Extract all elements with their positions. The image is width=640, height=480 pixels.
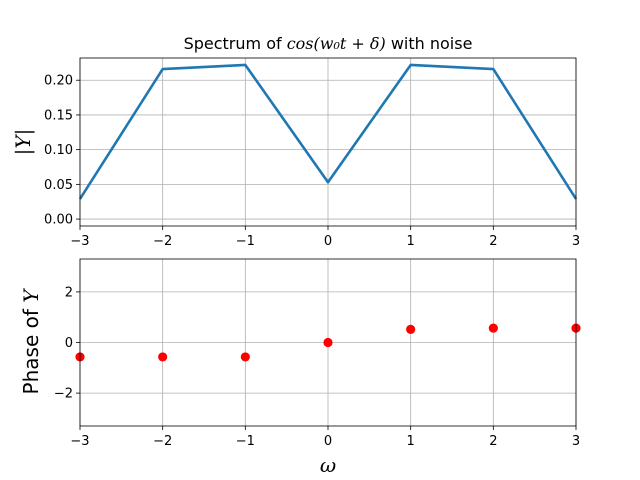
magnitude-x-tick-label: −2 — [153, 234, 172, 249]
magnitude-y-tick-label: 0.15 — [44, 108, 73, 123]
magnitude-line — [78, 63, 578, 200]
phase-x-tick-label: −1 — [236, 434, 255, 449]
magnitude-y-tick-label: 0.00 — [44, 213, 73, 228]
magnitude-x-tick-label: −3 — [70, 234, 89, 249]
phase-x-tick-label: 1 — [407, 434, 415, 449]
phase-point — [488, 323, 498, 333]
magnitude-y-tick-label: 0.10 — [44, 143, 73, 158]
phase-point — [158, 352, 168, 362]
magnitude-ticks: −3 −2 −1 0 1 2 3 0.00 0.05 0.10 0.15 0.20 — [44, 74, 580, 249]
magnitude-grid — [79, 58, 577, 226]
magnitude-plot-title: Spectrum of cos(w₀t + δ) with noise — [184, 34, 473, 53]
phase-ticks: −3 −2 −1 0 1 2 3 −2 0 2 — [54, 285, 580, 449]
phase-x-axis-label: ω — [320, 453, 336, 477]
magnitude-series — [78, 63, 578, 200]
phase-x-tick-label: 3 — [572, 434, 580, 449]
magnitude-x-tick-label: 2 — [489, 234, 497, 249]
phase-plot: −3 −2 −1 0 1 2 3 −2 0 2 Phase of Y ω — [19, 258, 581, 477]
phase-x-tick-label: −3 — [70, 434, 89, 449]
phase-x-tick-label: 0 — [324, 434, 332, 449]
magnitude-x-tick-label: 3 — [572, 234, 580, 249]
magnitude-y-tick-label: 0.05 — [44, 178, 73, 193]
magnitude-y-axis-label: |Y| — [11, 129, 36, 156]
phase-point — [406, 324, 416, 334]
magnitude-x-tick-label: 1 — [407, 234, 415, 249]
phase-y-tick-label: −2 — [54, 387, 73, 402]
magnitude-y-tick-label: 0.20 — [44, 74, 73, 89]
magnitude-plot: −3 −2 −1 0 1 2 3 0.00 0.05 0.10 0.15 0.20 Spectrum … — [11, 34, 580, 249]
phase-point — [240, 352, 250, 362]
magnitude-x-tick-label: 0 — [324, 234, 332, 249]
phase-x-tick-label: −2 — [153, 434, 172, 449]
phase-y-axis-label: Phase of Y — [19, 288, 43, 395]
phase-y-tick-label: 0 — [65, 336, 73, 351]
phase-y-tick-label: 2 — [65, 285, 73, 300]
magnitude-x-tick-label: −1 — [236, 234, 255, 249]
phase-point — [323, 337, 333, 348]
phase-x-tick-label: 2 — [489, 434, 497, 449]
